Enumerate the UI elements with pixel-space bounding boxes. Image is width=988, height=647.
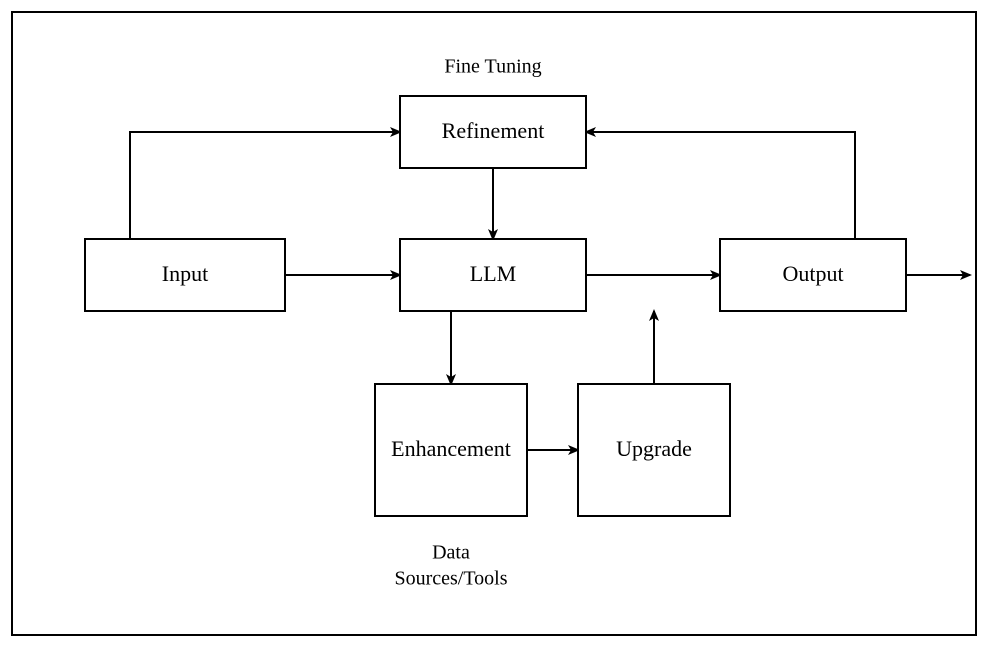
- node-enhancement: Enhancement: [375, 384, 527, 516]
- node-llm: LLM: [400, 239, 586, 311]
- node-upgrade: Upgrade: [578, 384, 730, 516]
- flowchart-svg: Input Refinement LLM Output Enhancement Upgra…: [0, 0, 988, 647]
- node-input: Input: [85, 239, 285, 311]
- node-label-enhancement: Enhancement: [391, 436, 511, 461]
- node-refinement: Refinement: [400, 96, 586, 168]
- diagram-stage: Input Refinement LLM Output Enhancement Upgra…: [0, 0, 988, 647]
- data-sources-label-2: Sources/Tools: [394, 568, 507, 590]
- node-output: Output: [720, 239, 906, 311]
- node-label-llm: LLM: [470, 261, 516, 286]
- node-label-output: Output: [782, 261, 843, 286]
- fine-tuning-label: Fine Tuning: [444, 56, 541, 78]
- node-label-upgrade: Upgrade: [616, 436, 692, 461]
- node-label-refinement: Refinement: [442, 118, 545, 143]
- data-sources-label-1: Data: [432, 542, 470, 564]
- node-label-input: Input: [162, 261, 208, 286]
